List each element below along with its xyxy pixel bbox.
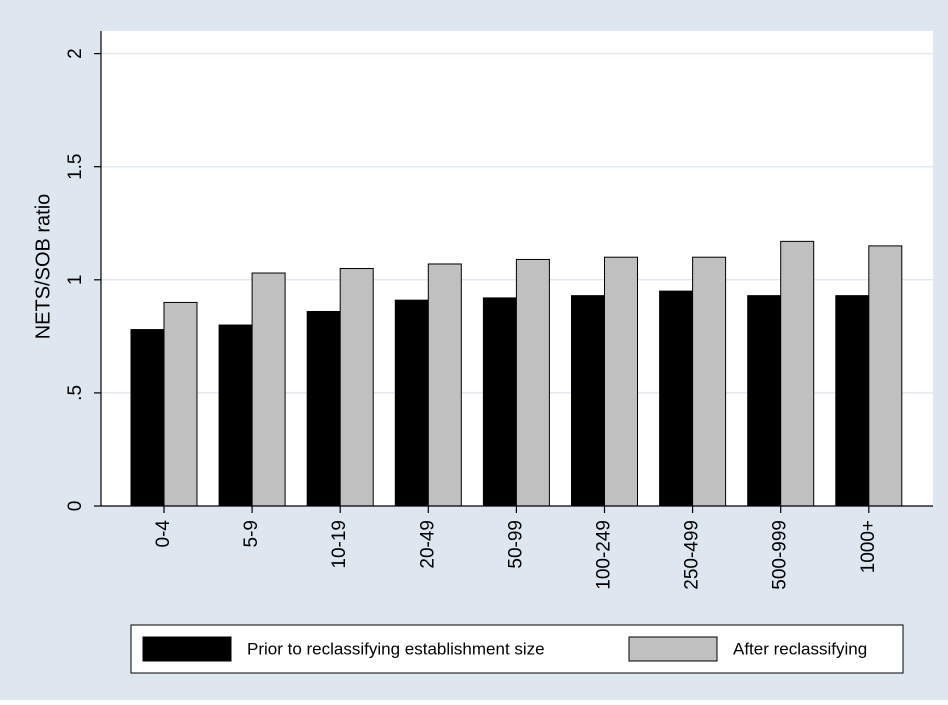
x-tick-label: 100-249	[594, 520, 615, 590]
x-tick-label: 0-4	[153, 520, 174, 548]
bar-prior	[394, 299, 429, 507]
legend-swatch-prior	[142, 636, 232, 662]
legend-box	[130, 624, 904, 674]
bar-prior	[571, 295, 605, 507]
bar-after	[163, 301, 198, 507]
legend-swatch-after	[628, 636, 718, 662]
y-tick-label: 2	[65, 48, 86, 59]
bar-after	[427, 263, 462, 507]
x-tick-label: 50-99	[505, 520, 526, 569]
legend-label-after: After reclassifying	[733, 639, 867, 658]
x-tick-label: 20-49	[417, 520, 438, 569]
x-tick-label: 250-499	[682, 520, 703, 590]
bar-prior	[218, 324, 253, 507]
y-tick-label: 0	[65, 501, 86, 512]
tick-labels: 0 .5 1 1.5 2 0-4 5-9 10-19 20-49 50-99 100-249 250-…	[65, 48, 879, 589]
bar-after	[339, 268, 374, 507]
x-tick-label: 5-9	[241, 520, 262, 547]
y-tick-label: 1.5	[65, 154, 86, 180]
bar-after	[868, 245, 903, 507]
legend: Prior to reclassifying establishment siz…	[130, 624, 904, 674]
x-tick-label: 10-19	[329, 520, 350, 569]
y-tick-label: .5	[65, 385, 86, 401]
bar-prior	[306, 310, 341, 507]
bar-prior	[835, 295, 870, 507]
x-tick-label: 1000+	[858, 520, 879, 573]
bar-prior	[659, 290, 694, 507]
bar-prior	[130, 329, 165, 507]
legend-label-prior: Prior to reclassifying establishment siz…	[247, 639, 545, 658]
bar-after	[515, 258, 550, 507]
bar-after	[251, 272, 286, 507]
y-axis-label: NETS/SOB ratio	[32, 194, 54, 340]
bar-after	[692, 256, 727, 507]
x-tick-label: 500-999	[770, 520, 791, 590]
bar-prior	[482, 297, 517, 507]
bar-prior	[747, 295, 782, 507]
bar-after	[780, 240, 815, 507]
bar-after	[604, 256, 638, 507]
y-tick-label: 1	[65, 275, 86, 286]
